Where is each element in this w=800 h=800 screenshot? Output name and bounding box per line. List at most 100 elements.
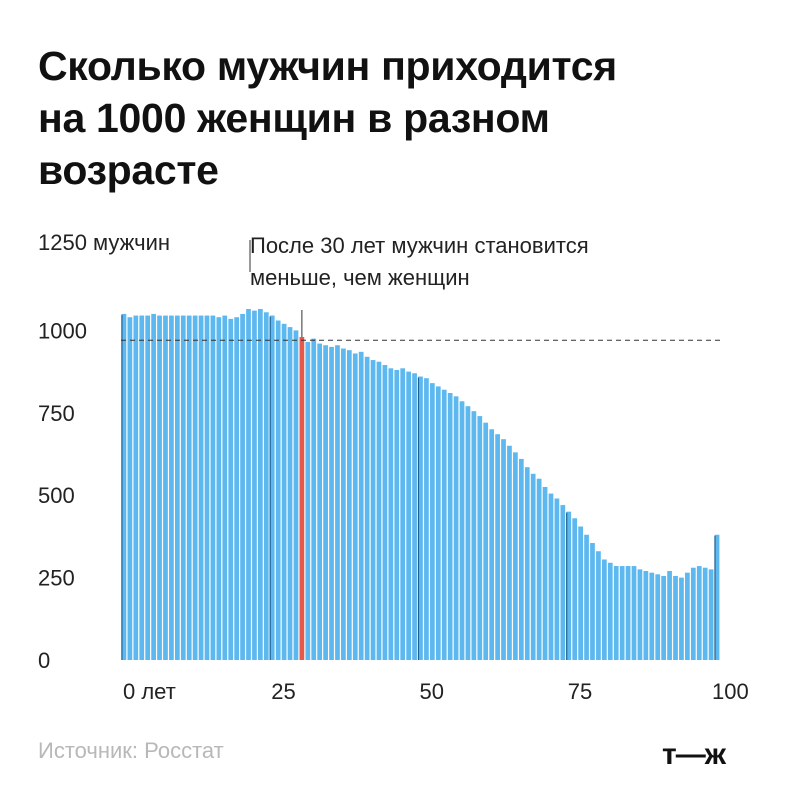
bar-age-59 bbox=[471, 411, 477, 660]
bar-age-48 bbox=[406, 371, 411, 660]
bar-age-37 bbox=[341, 348, 346, 660]
bar-age-94 bbox=[679, 577, 684, 660]
bar-age-40 bbox=[358, 351, 364, 660]
bar-age-27 bbox=[281, 323, 287, 660]
title-line-3: возрасте bbox=[38, 147, 219, 193]
source-note: Источник: Росстат bbox=[38, 738, 224, 763]
y-tick-label-500: 500 bbox=[38, 483, 75, 508]
bar-age-49 bbox=[412, 373, 417, 660]
bar-age-96 bbox=[690, 567, 696, 660]
bar-age-2 bbox=[133, 315, 139, 660]
bar-age-54 bbox=[441, 389, 447, 660]
y-tick-label-0: 0 bbox=[38, 648, 50, 673]
bar-age-34 bbox=[323, 345, 328, 660]
bar-age-31 bbox=[305, 341, 311, 660]
bar-age-85 bbox=[625, 566, 631, 660]
bar-age-36 bbox=[335, 345, 340, 660]
bar-age-9 bbox=[174, 315, 180, 660]
bar-age-100 bbox=[714, 534, 720, 660]
bar-age-23 bbox=[258, 308, 263, 660]
bar-age-42 bbox=[370, 360, 376, 660]
bar-age-24 bbox=[263, 312, 269, 660]
bar-age-1 bbox=[127, 317, 133, 660]
bar-age-60 bbox=[477, 416, 483, 660]
y-tick-label-750: 750 bbox=[38, 401, 75, 426]
bar-age-33 bbox=[317, 343, 323, 660]
bar-age-5 bbox=[151, 313, 156, 660]
bar-age-57 bbox=[459, 401, 465, 660]
bar-age-63 bbox=[495, 434, 500, 660]
bar-age-52 bbox=[430, 383, 435, 660]
bar-age-51 bbox=[424, 378, 429, 660]
bar-age-78 bbox=[584, 534, 589, 660]
bar-age-39 bbox=[352, 353, 358, 660]
bar-age-50 bbox=[418, 376, 423, 660]
chart-title: Сколько мужчин приходится на 1000 женщин… bbox=[38, 40, 758, 196]
bar-age-82 bbox=[607, 562, 613, 660]
bar-age-29 bbox=[293, 330, 299, 660]
bar-age-8 bbox=[169, 315, 174, 660]
bar-age-84 bbox=[619, 566, 625, 660]
brand-logo: т—ж bbox=[662, 738, 726, 771]
bar-age-65 bbox=[507, 445, 512, 660]
y-tick-label-250: 250 bbox=[38, 566, 75, 591]
bar-highlight-age-30 bbox=[299, 336, 305, 660]
bar-age-58 bbox=[465, 406, 471, 660]
bar-age-87 bbox=[637, 569, 643, 660]
x-axis-ticks: 0 лет 25 50 75 100 bbox=[123, 679, 749, 704]
bar-age-89 bbox=[649, 572, 655, 660]
y-axis-unit-label: 1250 мужчин bbox=[38, 230, 171, 255]
bar-age-25 bbox=[269, 315, 275, 660]
bar-age-44 bbox=[382, 365, 388, 660]
bar-age-62 bbox=[489, 429, 495, 660]
bar-age-68 bbox=[524, 467, 530, 660]
bar-age-93 bbox=[673, 575, 678, 660]
bar-age-53 bbox=[435, 386, 441, 660]
bar-age-17 bbox=[222, 315, 228, 660]
x-tick-label-75: 75 bbox=[568, 679, 592, 704]
bar-age-76 bbox=[572, 518, 578, 660]
bar-age-92 bbox=[667, 571, 672, 660]
bar-age-3 bbox=[139, 315, 145, 660]
y-tick-label-1000: 1000 bbox=[38, 318, 87, 343]
bar-age-6 bbox=[157, 315, 162, 660]
bar-age-99 bbox=[708, 569, 714, 660]
bar-age-0 bbox=[121, 313, 127, 660]
annotation-line-2: меньше, чем женщин bbox=[250, 265, 470, 290]
bar-age-71 bbox=[542, 486, 548, 660]
bar-age-70 bbox=[536, 478, 542, 660]
bar-age-12 bbox=[192, 315, 198, 660]
bar-age-66 bbox=[513, 452, 518, 660]
bar-age-43 bbox=[376, 361, 382, 660]
bar-age-91 bbox=[661, 575, 667, 660]
bar-age-80 bbox=[596, 551, 601, 660]
bar-age-86 bbox=[631, 566, 637, 660]
bar-age-67 bbox=[518, 458, 524, 660]
bar-age-21 bbox=[246, 308, 251, 660]
bar-age-35 bbox=[329, 346, 334, 660]
bar-age-88 bbox=[643, 571, 649, 660]
bar-age-26 bbox=[275, 320, 281, 660]
bar-age-14 bbox=[204, 315, 210, 660]
bar-age-47 bbox=[400, 368, 406, 660]
x-tick-label-50: 50 bbox=[420, 679, 444, 704]
bar-age-22 bbox=[252, 310, 257, 660]
title-line-2: на 1000 женщин в разном bbox=[38, 95, 550, 141]
x-tick-label-25: 25 bbox=[271, 679, 295, 704]
bar-age-19 bbox=[234, 317, 240, 660]
bar-age-41 bbox=[364, 356, 370, 660]
bar-age-95 bbox=[685, 572, 690, 660]
annotation-line-1: После 30 лет мужчин становится bbox=[250, 233, 589, 258]
bar-age-16 bbox=[216, 317, 222, 660]
bar-age-69 bbox=[530, 473, 536, 660]
bar-age-45 bbox=[388, 368, 394, 660]
bar-age-4 bbox=[145, 315, 151, 660]
y-axis-ticks: 0 250 500 750 1000 bbox=[38, 318, 87, 673]
bar-age-55 bbox=[447, 393, 453, 660]
bar-age-56 bbox=[453, 396, 459, 660]
bar-age-77 bbox=[578, 526, 583, 660]
bar-age-97 bbox=[696, 566, 702, 660]
bar-age-74 bbox=[560, 505, 566, 660]
title-line-1: Сколько мужчин приходится bbox=[38, 43, 617, 89]
